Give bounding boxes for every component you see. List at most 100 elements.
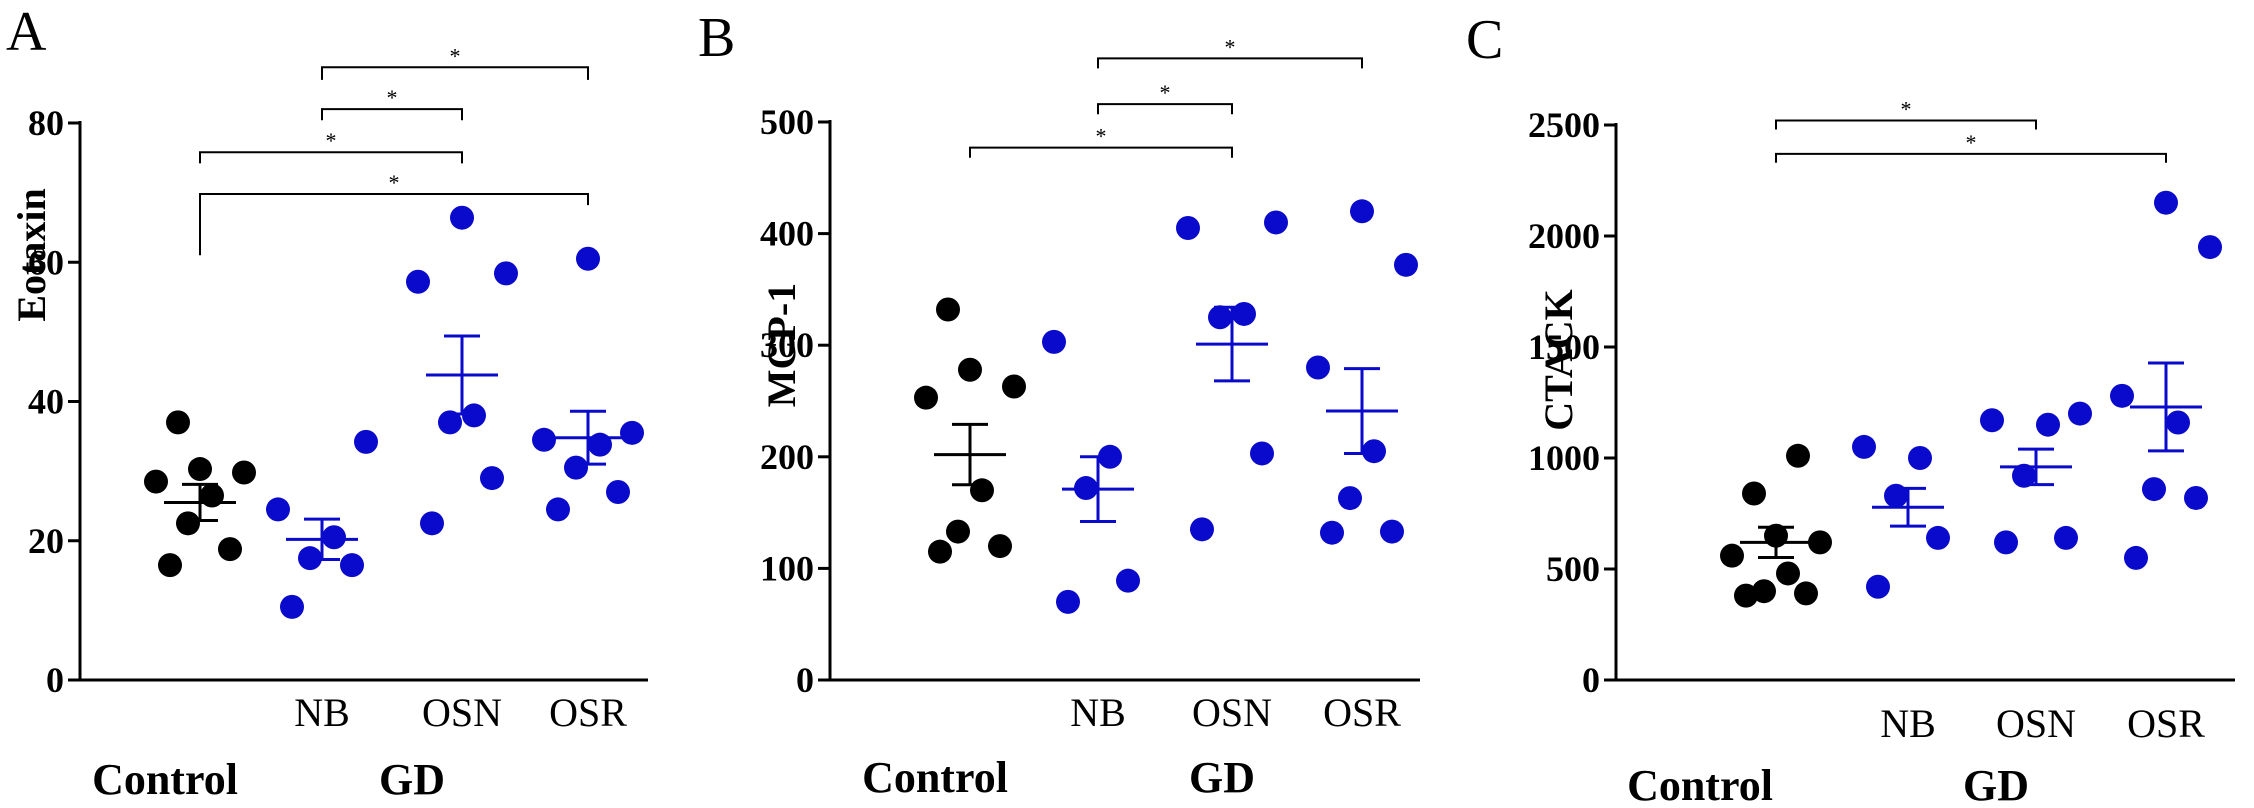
panel-b-significance-label: *	[1225, 34, 1236, 59]
panel-a-data-point	[576, 246, 600, 271]
panel-c-control-group-label: Control	[1627, 761, 1773, 808]
panel-c-data-point	[1994, 530, 2018, 555]
panel-b-y-tick-label: 500	[760, 102, 814, 142]
panel-b-y-tick-label: 100	[760, 548, 814, 588]
panel-b-data-point	[970, 478, 994, 503]
panel-c-data-point	[2054, 525, 2078, 550]
panel-a-data-point	[546, 497, 570, 522]
panel-a-significance-label: *	[326, 128, 337, 153]
panel-c-y-axis-label: CTACK	[1536, 289, 1581, 430]
panel-a-significance-bracket	[321, 108, 463, 121]
panel-b-data-point	[1338, 486, 1362, 511]
panel-a-data-point	[620, 420, 644, 445]
panel-a-data-point	[420, 511, 444, 536]
panel-a-y-tick-label: 60	[28, 242, 64, 282]
panel-c-significance-label: *	[1901, 97, 1912, 122]
panel-c-data-point	[2068, 401, 2092, 426]
panel-b-category-label: NB	[1070, 690, 1126, 735]
panel-c-data-point	[2166, 410, 2190, 435]
panel-b-letter: B	[698, 7, 735, 69]
panel-a-significance-label: *	[389, 170, 400, 195]
panel-b-significance-bracket	[1097, 57, 1363, 69]
panel-c-data-point	[2036, 412, 2060, 437]
panel-c-data-point	[2142, 477, 2166, 502]
panel-a-category-label: OSR	[549, 690, 627, 735]
panel-b-data-point	[1002, 374, 1026, 399]
panel-b-y-tick-label: 300	[760, 325, 814, 365]
panel-b-data-point	[1306, 355, 1330, 380]
panel-b-data-point	[1208, 305, 1232, 330]
panel-b: B MCP-1 Control GD 0 100 200 300 400 500 NB OSN…	[698, 7, 1420, 802]
panel-b-data-point	[1394, 252, 1418, 277]
panel-b-data-point	[1056, 589, 1080, 614]
panel-b-significance-bracket	[1097, 103, 1233, 115]
panel-a-data-point	[532, 427, 556, 452]
panel-b-data-point	[1380, 519, 1404, 544]
panel-a-data-point	[232, 460, 256, 485]
panel-c-data-point	[1866, 574, 1890, 599]
panel-b-data-point	[958, 357, 982, 382]
panel-c-data-point	[2110, 383, 2134, 408]
panel-a-data-point	[480, 466, 504, 491]
panel-c-data-point	[1752, 579, 1776, 604]
panel-a-significance-bracket	[321, 66, 589, 80]
panel-a-category-label: OSN	[422, 690, 502, 735]
panel-b-y-tick-label: 400	[760, 214, 814, 254]
panel-c-data-point	[1786, 443, 1810, 468]
panel-a-data-point	[406, 269, 430, 294]
panel-c-data-point	[2184, 485, 2208, 510]
panel-b-category-label: OSN	[1192, 690, 1272, 735]
panel-a-data-point	[166, 410, 190, 435]
panel-b-gd-group-label: GD	[1189, 753, 1255, 802]
panel-a-y-tick-label: 20	[28, 521, 64, 561]
panel-b-control-group-label: Control	[862, 753, 1008, 802]
panel-a-data-point	[450, 205, 474, 230]
panel-c-y-tick-label: 500	[1546, 549, 1600, 589]
panel-c-data-point	[2124, 545, 2148, 570]
panel-a-significance-bracket	[199, 193, 589, 256]
panel-a-letter: A	[6, 1, 47, 63]
panel-c-data-point	[1980, 408, 2004, 433]
panel-c-y-tick-label: 1500	[1528, 327, 1600, 367]
panel-a-data-point	[494, 261, 518, 286]
panel-b-data-point	[1116, 568, 1140, 593]
panel-b-data-point	[1362, 439, 1386, 464]
panel-a-data-point	[354, 429, 378, 454]
panel-a-category-label: NB	[294, 690, 350, 735]
panel-c-gd-group-label: GD	[1963, 761, 2029, 808]
panel-a-data-point	[158, 553, 182, 578]
panel-c-data-point	[1734, 583, 1758, 608]
panel-a-data-point	[144, 469, 168, 494]
panel-b-y-tick-label: 0	[796, 660, 814, 700]
panel-c-data-point	[2154, 190, 2178, 215]
panel-a-y-tick-label: 40	[28, 382, 64, 422]
panel-c-category-label: NB	[1880, 701, 1936, 746]
panel-c-significance-bracket	[1775, 152, 2167, 163]
panel-c-data-point	[1720, 543, 1744, 568]
panel-c-category-label: OSN	[1996, 701, 2076, 746]
panel-a-data-point	[188, 457, 212, 482]
panel-c-significance-label: *	[1966, 130, 1977, 155]
panel-b-data-point	[1350, 199, 1374, 224]
panel-b-significance-bracket	[969, 146, 1233, 158]
panel-a-y-axis-label: Eotaxin	[9, 188, 54, 321]
panel-a-data-point	[280, 594, 304, 619]
panel-c-category-label: OSR	[2127, 701, 2205, 746]
panel-b-data-point	[1320, 520, 1344, 545]
panel-b-significance-label: *	[1096, 124, 1107, 149]
panel-c-data-point	[1808, 530, 1832, 555]
panel-b-data-point	[1250, 441, 1274, 466]
panel-b-data-point	[1042, 329, 1066, 354]
panel-b-y-tick-label: 200	[760, 437, 814, 477]
panel-c-data-point	[1776, 561, 1800, 586]
panel-a-data-point	[218, 537, 242, 562]
panel-a-data-point	[322, 525, 346, 550]
panel-c-data-point	[1742, 481, 1766, 506]
panel-b-data-point	[1176, 216, 1200, 241]
panel-b-data-point	[936, 297, 960, 322]
panel-a: A Eotaxin Control GD 0 20 40 60 80 NB OSN OSR * *…	[6, 1, 648, 804]
panel-b-data-point	[946, 519, 970, 544]
panel-a-y-tick-label: 0	[46, 660, 64, 700]
panel-c-y-tick-label: 0	[1582, 660, 1600, 700]
